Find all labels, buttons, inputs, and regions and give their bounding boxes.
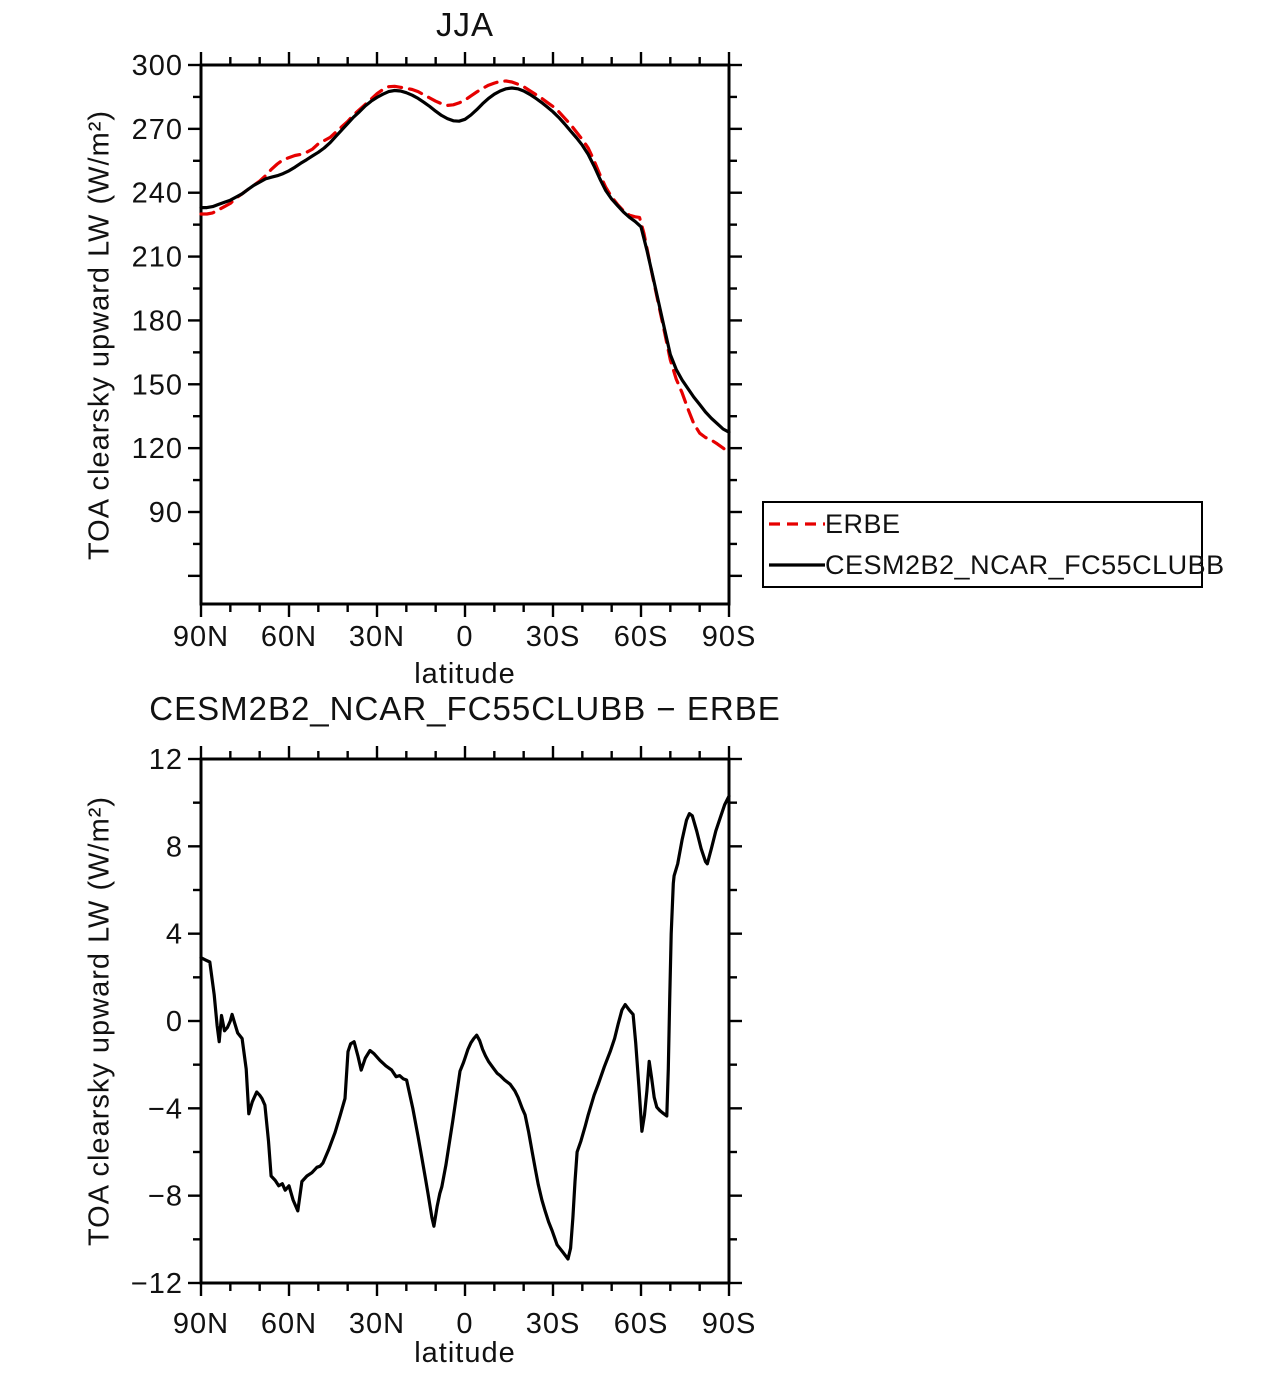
top-chart-title: JJA — [435, 6, 494, 43]
difference-y-tick-label: 8 — [166, 831, 183, 863]
jja-y-tick-label: 90 — [149, 497, 183, 529]
jja-x-tick-label: 30N — [349, 621, 405, 653]
top-chart-x-axis-title: latitude — [414, 658, 516, 690]
jja-series-solid-line — [199, 86, 731, 434]
jja-y-tick-label: 150 — [132, 369, 183, 401]
legend-entry-cesm: CESM2B2_NCAR_FC55CLUBB — [764, 545, 1224, 585]
difference-y-tick-label: 0 — [166, 1006, 183, 1038]
difference-x-tick-label: 30S — [526, 1308, 581, 1340]
difference-y-tick-label: −4 — [148, 1093, 183, 1125]
legend: ERBE CESM2B2_NCAR_FC55CLUBB — [762, 501, 1224, 588]
difference-y-tick-label: −8 — [148, 1181, 183, 1213]
difference-y-tick-label: 4 — [166, 919, 183, 951]
legend-label-erbe: ERBE — [825, 508, 901, 539]
difference-x-tick-label: 0 — [456, 1308, 473, 1340]
jja-x-tick-label: 60N — [261, 621, 317, 653]
legend-entry-erbe: ERBE — [764, 504, 1201, 544]
difference-plot-frame — [199, 757, 731, 1285]
jja-y-tick-label: 180 — [132, 305, 183, 337]
jja-y-tick-label: 300 — [132, 50, 183, 82]
difference-x-tick-label: 90N — [173, 1308, 229, 1340]
jja-x-tick-label: 90S — [702, 621, 757, 653]
legend-label-cesm: CESM2B2_NCAR_FC55CLUBB — [825, 549, 1225, 580]
bottom-chart-title: CESM2B2_NCAR_FC55CLUBB − ERBE — [149, 690, 781, 727]
jja-x-tick-label: 90N — [173, 621, 229, 653]
difference-x-tick-label: 30N — [349, 1308, 405, 1340]
jja-y-tick-label: 120 — [132, 433, 183, 465]
jja-x-tick-label: 60S — [614, 621, 669, 653]
bottom-chart-y-axis-title: TOA clearsky upward LW (W/m²) — [83, 795, 116, 1247]
difference-y-tick-label: 12 — [149, 744, 183, 776]
jja-x-tick-label: 0 — [456, 621, 473, 653]
jja-plot-frame — [199, 63, 731, 606]
bottom-chart-x-axis-title: latitude — [414, 1337, 516, 1369]
difference-x-tick-label: 60S — [614, 1308, 669, 1340]
erbe-dashed-line-icon — [769, 522, 825, 526]
jja-x-tick-label: 30S — [526, 621, 581, 653]
difference-y-tick-label: −12 — [131, 1268, 183, 1300]
difference-x-tick-label: 90S — [702, 1308, 757, 1340]
difference-series-solid-line — [199, 794, 731, 1261]
top-chart-y-axis-title: TOA clearsky upward LW (W/m²) — [83, 109, 116, 561]
jja-y-tick-label: 270 — [132, 114, 183, 146]
jja-y-tick-label: 210 — [132, 242, 183, 274]
jja-y-tick-label: 240 — [132, 178, 183, 210]
cesm-solid-line-icon — [769, 563, 825, 567]
difference-x-tick-label: 60N — [261, 1308, 317, 1340]
